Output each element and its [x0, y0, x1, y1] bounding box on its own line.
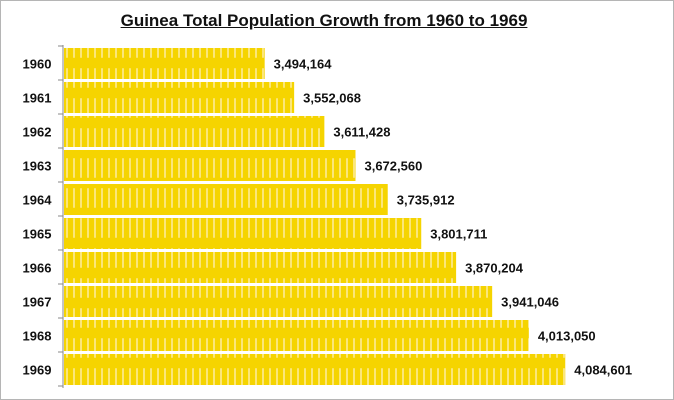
y-tick-label: 1961	[23, 91, 52, 106]
y-tick-label: 1962	[23, 125, 52, 140]
y-tick-label: 1964	[23, 193, 53, 208]
y-tick-label: 1963	[23, 159, 52, 174]
bar-1967	[64, 286, 493, 317]
data-label: 3,735,912	[397, 193, 455, 208]
chart-title: Guinea Total Population Growth from 1960…	[120, 11, 528, 30]
bar-1961	[64, 82, 295, 113]
data-label: 3,552,068	[303, 91, 361, 106]
data-label: 3,611,428	[333, 125, 390, 140]
data-label: 3,801,711	[430, 227, 487, 242]
y-tick-label: 1966	[23, 261, 52, 276]
y-tick-label: 1969	[23, 363, 52, 378]
bar-1965	[64, 218, 422, 249]
data-label: 4,084,601	[574, 363, 632, 378]
data-label: 4,013,050	[538, 329, 596, 344]
y-tick-label: 1968	[23, 329, 52, 344]
y-tick-label: 1967	[23, 295, 52, 310]
data-label: 3,494,164	[274, 57, 333, 72]
data-label: 3,672,560	[364, 159, 422, 174]
bar-1962	[64, 116, 325, 147]
bar-1968	[64, 320, 529, 351]
data-label: 3,941,046	[501, 295, 559, 310]
data-label: 3,870,204	[465, 261, 524, 276]
y-tick-label: 1965	[23, 227, 52, 242]
y-tick-label: 1960	[23, 57, 52, 72]
bar-1963	[64, 150, 356, 181]
bar-1969	[64, 354, 566, 385]
bar-1966	[64, 252, 457, 283]
bar-1960	[64, 48, 265, 79]
bar-1964	[64, 184, 388, 215]
